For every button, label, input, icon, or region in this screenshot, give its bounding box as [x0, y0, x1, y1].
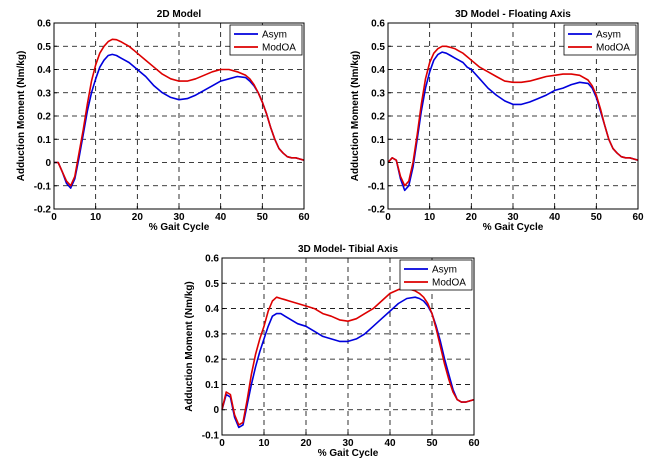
x-tick-label: 60 [468, 438, 480, 449]
y-tick-label: 0.2 [37, 112, 51, 123]
x-axis-label: % Gait Cycle [483, 222, 544, 233]
y-tick-label: 0.3 [371, 88, 385, 99]
x-tick-label: 10 [258, 438, 270, 449]
y-tick-label: -0.2 [34, 205, 52, 216]
series-line-modoa [54, 38, 305, 187]
x-tick-label: 40 [215, 212, 227, 223]
y-tick-label: 0.5 [371, 42, 385, 53]
y-axis-label: Adduction Moment (Nm/kg) [350, 51, 361, 182]
legend-box [399, 259, 473, 291]
y-tick-label: 0.4 [205, 304, 219, 315]
y-tick-label: 0.5 [37, 42, 51, 53]
x-tick-label: 40 [384, 438, 396, 449]
y-tick-label: 0.2 [205, 355, 219, 366]
y-tick-label: -0.1 [368, 181, 386, 192]
chart-1: 0 10 20 30 40 50 60 -0.2 -0.1 0 0.1 0.2 0.3 0.4 0.5 0.6… [16, 9, 310, 233]
legend-label-asym: Asym [262, 30, 287, 41]
y-tick-label: -0.1 [202, 431, 220, 442]
x-axis-label: % Gait Cycle [149, 222, 210, 233]
y-tick-label: 0.3 [205, 329, 219, 340]
chart-title: 3D Model- Tibial Axis [298, 244, 398, 255]
x-axis-label: % Gait Cycle [318, 448, 379, 459]
legend-box [229, 24, 303, 56]
y-tick-label: 0.4 [37, 65, 51, 76]
legend: Asym ModOA [399, 259, 473, 291]
x-tick-label: 60 [632, 212, 644, 223]
x-tick-label: 0 [385, 212, 391, 223]
y-tick-label: 0 [379, 158, 385, 169]
x-tick-label: 50 [591, 212, 603, 223]
x-tick-label: 60 [298, 212, 310, 223]
y-tick-label: 0.6 [205, 254, 219, 265]
x-tick-label: 20 [466, 212, 478, 223]
y-axis-label: Adduction Moment (Nm/kg) [16, 51, 27, 182]
x-tick-label: 10 [90, 212, 102, 223]
chart-title: 3D Model - Floating Axis [455, 9, 571, 20]
y-tick-label: 0.5 [205, 279, 219, 290]
x-tick-label: 30 [173, 212, 185, 223]
y-tick-label: 0.6 [37, 19, 51, 30]
legend-label-modoa: ModOA [262, 43, 296, 54]
series-line-modoa [387, 45, 639, 187]
y-tick-label: -0.1 [34, 181, 52, 192]
legend-label-modoa: ModOA [432, 278, 466, 289]
legend-label-asym: Asym [596, 30, 621, 41]
y-tick-label: 0.3 [37, 88, 51, 99]
legend-label-modoa: ModOA [596, 43, 630, 54]
y-tick-label: 0.6 [371, 19, 385, 30]
x-tick-label: 50 [426, 438, 438, 449]
legend: Asym ModOA [563, 24, 637, 56]
series-line-modoa [221, 287, 475, 426]
y-tick-label: 0.1 [205, 380, 219, 391]
chart-2: 0 10 20 30 40 50 60 -0.2 -0.1 0 0.1 0.2 0.3 0.4 0.5 0.6… [350, 9, 644, 233]
x-tick-label: 20 [132, 212, 144, 223]
chart-title: 2D Model [157, 9, 202, 20]
x-tick-label: 40 [549, 212, 561, 223]
y-tick-label: 0.2 [371, 112, 385, 123]
legend-box [563, 24, 637, 56]
x-tick-label: 0 [51, 212, 57, 223]
series-line-asym [221, 296, 475, 429]
x-tick-label: 0 [219, 438, 225, 449]
y-tick-label: 0.4 [371, 65, 385, 76]
y-tick-label: 0.1 [371, 135, 385, 146]
legend-label-asym: Asym [432, 265, 457, 276]
legend: Asym ModOA [229, 24, 303, 56]
x-tick-label: 30 [342, 438, 354, 449]
x-tick-label: 30 [507, 212, 519, 223]
y-tick-label: 0 [45, 158, 51, 169]
y-tick-label: -0.2 [368, 205, 386, 216]
x-tick-label: 50 [257, 212, 269, 223]
x-tick-label: 20 [300, 438, 312, 449]
y-tick-label: 0.1 [37, 135, 51, 146]
x-tick-label: 10 [424, 212, 436, 223]
chart-3: 0 10 20 30 40 50 60-0.100.10.20.30.40.50.63D M… [184, 244, 480, 459]
y-tick-label: 0 [213, 405, 219, 416]
y-axis-label: Adduction Moment (Nm/kg) [184, 281, 195, 412]
